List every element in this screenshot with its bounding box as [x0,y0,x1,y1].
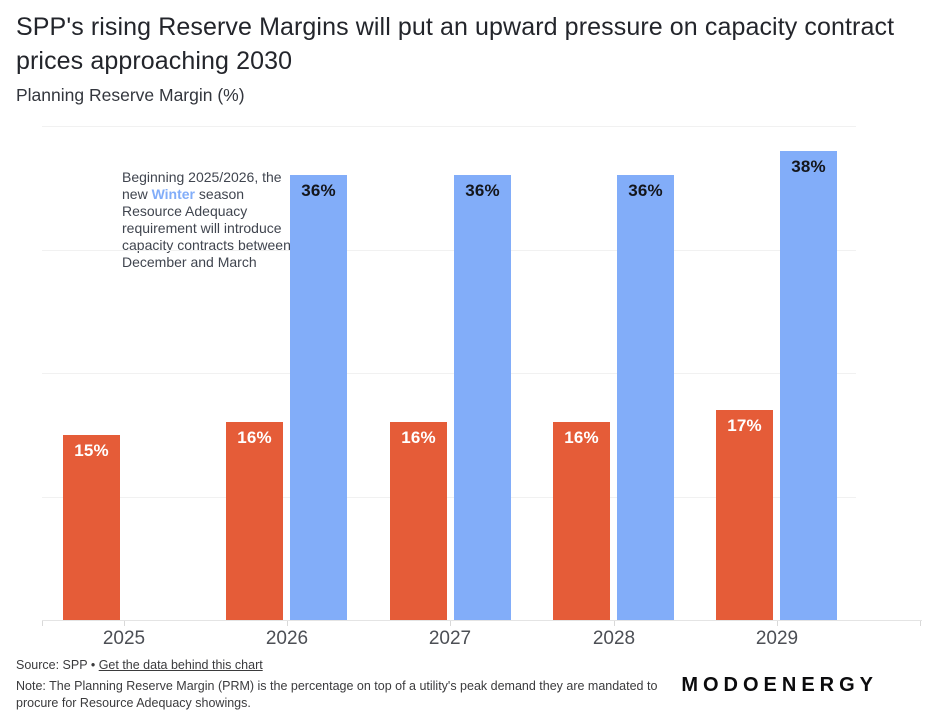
bar-orange-2027: 16% [390,422,447,620]
bar-orange-2029: 17% [716,410,773,620]
annotation-text-before: Beginning 2025/2026, the new [122,169,282,202]
bullet-separator: • [90,658,96,672]
gridline-30 [42,250,856,251]
x-tick-label-2027: 2027 [428,628,472,649]
bar-value-label: 38% [791,157,826,176]
bar-value-label: 36% [465,181,500,200]
bar-value-label: 16% [564,428,599,447]
bar-chart: Beginning 2025/2026, the new Winter seas… [0,115,932,655]
gridline-20 [42,373,856,374]
x-tick-label-2029: 2029 [755,628,799,649]
chart-footer: Source: SPP • Get the data behind this c… [16,656,916,714]
category-tick [777,621,778,626]
modo-energy-logo: MODOENERGY [681,674,878,696]
category-tick [614,621,615,626]
category-tick [287,621,288,626]
gridline-10 [42,497,856,498]
bar-winter-blue-2027: 36% [454,175,511,620]
x-tick-label-2026: 2026 [265,628,309,649]
bar-winter-blue-2029: 38% [780,151,837,620]
annotation-winter-highlight: Winter [151,186,196,202]
gridline-40 [42,126,856,127]
axis-edge-tick [920,621,921,626]
source-label: Source: SPP [16,658,88,672]
bar-value-label: 16% [401,428,436,447]
x-axis-line [42,620,922,621]
y-axis-title: Planning Reserve Margin (%) [16,85,245,105]
data-link[interactable]: Get the data behind this chart [98,658,263,672]
source-line: Source: SPP • Get the data behind this c… [16,658,263,672]
bar-winter-blue-2028: 36% [617,175,674,620]
page-title: SPP's rising Reserve Margins will put an… [16,13,895,75]
bar-value-label: 17% [727,416,762,435]
bar-orange-2025: 15% [63,435,120,620]
x-tick-label-2028: 2028 [592,628,636,649]
bar-value-label: 16% [237,428,272,447]
bar-orange-2028: 16% [553,422,610,620]
category-tick [450,621,451,626]
footer-note: Note: The Planning Reserve Margin (PRM) … [16,679,658,710]
bar-value-label: 15% [74,441,109,460]
bar-winter-blue-2026: 36% [290,175,347,620]
category-tick [124,621,125,626]
chart-annotation: Beginning 2025/2026, the new Winter seas… [122,169,306,271]
x-tick-label-2025: 2025 [102,628,146,649]
axis-edge-tick [42,621,43,626]
bar-orange-2026: 16% [226,422,283,620]
bar-value-label: 36% [301,181,336,200]
bar-value-label: 36% [628,181,663,200]
annotation-text-after: season Resource Adequacy requirement wil… [122,186,291,270]
